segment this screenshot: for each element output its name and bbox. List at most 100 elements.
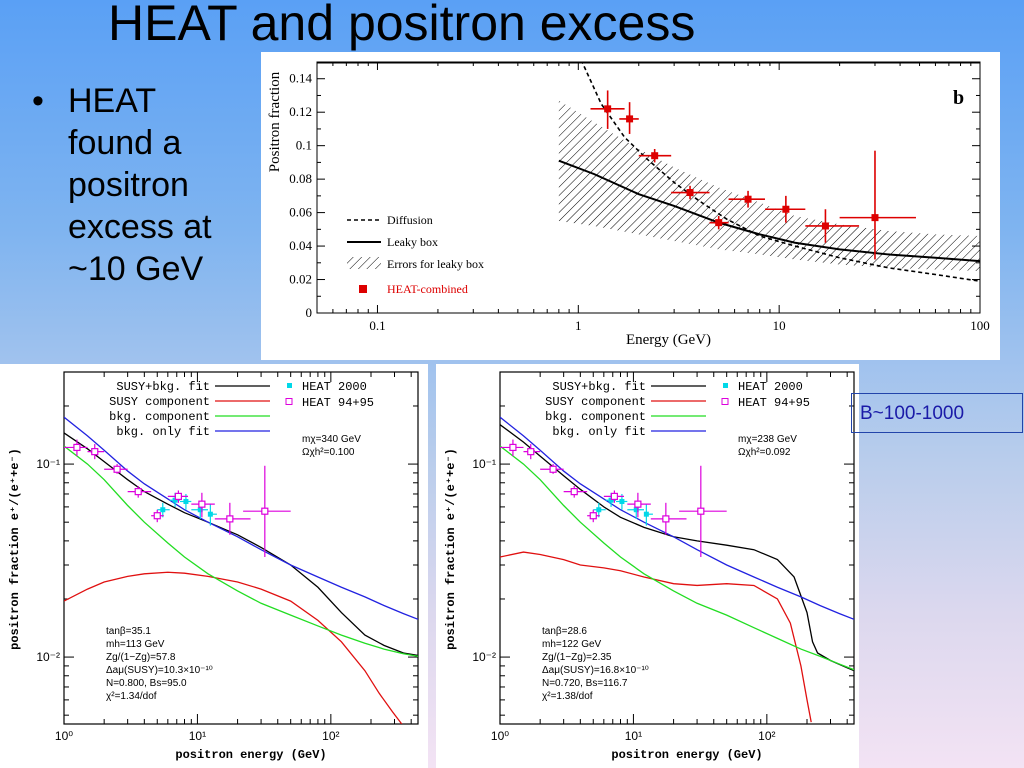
bullet-text: HEAT found a positron excess at ~10 GeV bbox=[68, 82, 212, 288]
param-label: Zg/(1−Zg)=2.35 bbox=[542, 652, 612, 663]
legend-label: HEAT-combined bbox=[387, 282, 468, 296]
y-tick-label: 0.14 bbox=[289, 71, 312, 86]
legend-label: bkg. component bbox=[109, 410, 210, 424]
heat9495-point bbox=[697, 507, 705, 515]
x-tick-label: 10² bbox=[322, 729, 339, 743]
heat2000-point bbox=[207, 511, 213, 517]
heat2000-point bbox=[633, 507, 639, 513]
param-label: Ωχh²=0.100 bbox=[302, 447, 355, 458]
heat2000-point bbox=[619, 498, 625, 504]
heat9495-point bbox=[527, 448, 535, 456]
heat-point bbox=[782, 205, 790, 213]
heat-point bbox=[651, 152, 659, 160]
leaky-box-line bbox=[558, 159, 980, 263]
param-label: tanβ=28.6 bbox=[542, 626, 587, 637]
heat9495-point bbox=[610, 492, 618, 501]
param-label: mh=113 GeV bbox=[106, 639, 165, 650]
heat9495-point bbox=[570, 488, 578, 496]
y-tick-label: 0.1 bbox=[296, 138, 312, 153]
y-tick-label: 10⁻² bbox=[36, 650, 60, 664]
x-tick-label: 10 bbox=[773, 318, 786, 333]
param-label: N=0.800, Bs=95.0 bbox=[106, 678, 187, 689]
x-tick-label: 0.1 bbox=[369, 318, 385, 333]
legend-label: Leaky box bbox=[387, 235, 438, 249]
x-tick-label: 100 bbox=[970, 318, 990, 333]
heat9495-point bbox=[226, 515, 234, 523]
panel-label: b bbox=[953, 87, 964, 109]
param-label: Δaμ(SUSY)=10.3×10⁻¹⁰ bbox=[106, 665, 213, 676]
heat2000-point bbox=[608, 497, 614, 503]
param-label: χ²=1.38/dof bbox=[542, 691, 593, 702]
y-axis-label: Positron fraction bbox=[267, 71, 283, 172]
y-tick-label: 0.08 bbox=[289, 171, 312, 186]
heat9495-point bbox=[153, 512, 161, 520]
x-tick-label: 10¹ bbox=[625, 729, 642, 743]
y-tick-label: 0.12 bbox=[289, 104, 312, 119]
heat9495-point bbox=[113, 465, 121, 473]
heat2000-point bbox=[596, 507, 602, 513]
heat9495-point bbox=[549, 465, 557, 473]
y-tick-label: 10⁻¹ bbox=[472, 457, 496, 471]
y-tick-label: 0.02 bbox=[289, 272, 312, 287]
heat-point bbox=[871, 214, 879, 222]
x-axis-label: positron energy (GeV) bbox=[175, 748, 326, 762]
x-tick-label: 10² bbox=[758, 729, 775, 743]
legend-label: bkg. only fit bbox=[116, 425, 210, 439]
heat-chart-panel: 0.1 1 10 100 0 0.02 0.04 0.06 0.08 0.1 0.12 0.14 Ene… bbox=[261, 52, 1000, 360]
susy-component-line bbox=[500, 551, 812, 723]
legend-label: SUSY+bkg. fit bbox=[116, 380, 210, 394]
bkg-only-fit-line bbox=[64, 416, 418, 620]
x-tick-label: 10¹ bbox=[189, 729, 206, 743]
param-label: mh=122 GeV bbox=[542, 639, 602, 650]
diffusion-line bbox=[581, 62, 980, 282]
legend-label: HEAT 2000 bbox=[738, 380, 803, 394]
bkg-component-line bbox=[64, 445, 418, 657]
heat9495-point bbox=[91, 448, 99, 456]
heat-point bbox=[744, 195, 752, 203]
heat9495-point bbox=[509, 443, 517, 452]
legend-label: Diffusion bbox=[387, 213, 433, 227]
y-tick-label: 10⁻¹ bbox=[36, 457, 60, 471]
susy-chart-left-panel: 10⁰ 10¹ 10² 10⁻² 10⁻¹ positron energy (GeV) po… bbox=[0, 364, 428, 768]
heat2000-point bbox=[172, 497, 178, 503]
legend-heat2000-swatch bbox=[287, 383, 292, 388]
param-label: mχ=238 GeV bbox=[738, 434, 797, 445]
slide-title: HEAT and positron excess bbox=[108, 0, 696, 51]
x-tick-label: 1 bbox=[575, 318, 582, 333]
legend-label: HEAT 2000 bbox=[302, 380, 367, 394]
heat9495-point bbox=[134, 488, 142, 496]
legend-heat9495-swatch bbox=[721, 398, 729, 405]
susy-chart-right-panel: 10⁰ 10¹ 10² 10⁻² 10⁻¹ positron energy (GeV) po… bbox=[436, 364, 859, 768]
param-label: tanβ=35.1 bbox=[106, 626, 151, 637]
legend-label: SUSY component bbox=[545, 395, 646, 409]
legend-label: SUSY component bbox=[109, 395, 210, 409]
legend-label: HEAT 94+95 bbox=[302, 396, 374, 410]
x-axis-label: positron energy (GeV) bbox=[611, 748, 762, 762]
plot-area bbox=[64, 416, 418, 724]
y-axis-label: positron fraction e⁺/(e⁺+e⁻) bbox=[444, 448, 458, 650]
heat2000-point bbox=[183, 498, 189, 504]
legend-label: HEAT 94+95 bbox=[738, 396, 810, 410]
heat-point bbox=[686, 189, 694, 197]
y-tick-label: 0 bbox=[306, 305, 313, 320]
susy-bkg-fit-line bbox=[64, 432, 418, 657]
bkg-component-line bbox=[500, 445, 854, 671]
legend-label: bkg. component bbox=[545, 410, 646, 424]
heat9495-point bbox=[589, 512, 597, 520]
y-tick-label: 0.06 bbox=[289, 205, 312, 220]
susy-component-line bbox=[64, 571, 403, 724]
plot-frame bbox=[63, 371, 419, 725]
legend-heat9495-swatch bbox=[285, 398, 293, 405]
plot-frame bbox=[499, 371, 855, 725]
susy-fit-chart-left: 10⁰ 10¹ 10² 10⁻² 10⁻¹ positron energy (GeV) po… bbox=[8, 371, 419, 762]
heat2000-point bbox=[197, 507, 203, 513]
param-label: Zg/(1−Zg)=57.8 bbox=[106, 652, 176, 663]
heat2000-point bbox=[160, 507, 166, 513]
heat9495-point bbox=[198, 500, 206, 508]
param-label: Δaμ(SUSY)=16.8×10⁻¹⁰ bbox=[542, 665, 649, 676]
param-label: N=0.720, Bs=116.7 bbox=[542, 678, 628, 689]
errors-band bbox=[558, 100, 980, 272]
bullet-dot-icon: • bbox=[32, 82, 44, 120]
bullet-item: • HEAT found a positron excess at ~10 Ge… bbox=[32, 80, 252, 290]
heat-point bbox=[626, 115, 634, 123]
